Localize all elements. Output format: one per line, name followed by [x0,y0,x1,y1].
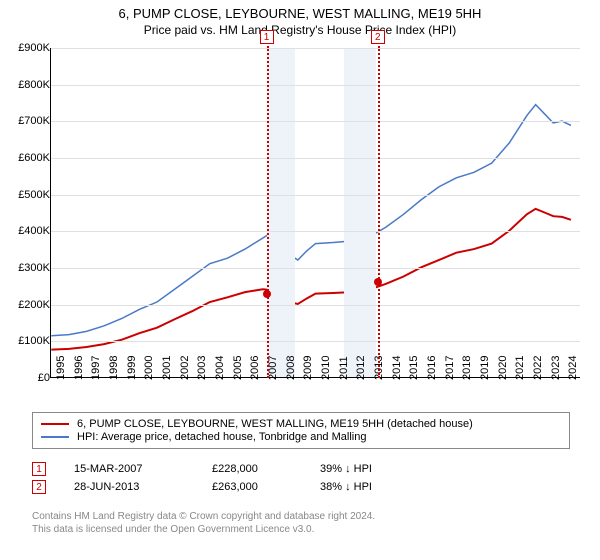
y-axis-label: £900K [0,42,50,54]
transaction-marker: 2 [32,480,46,494]
x-axis-label: 2018 [461,356,473,380]
x-axis-label: 2024 [567,356,579,380]
x-axis-label: 2007 [267,356,279,380]
event-vline [267,46,269,378]
x-axis-label: 2017 [444,356,456,380]
y-axis-label: £0 [0,372,50,384]
transaction-price: £263,000 [212,481,292,493]
x-axis-label: 2019 [479,356,491,380]
x-axis-label: 2016 [426,356,438,380]
legend-label: 6, PUMP CLOSE, LEYBOURNE, WEST MALLING, … [77,418,473,430]
transaction-pct: 39% ↓ HPI [320,463,420,475]
legend-swatch [41,423,69,425]
x-axis-label: 2002 [179,356,191,380]
x-axis-label: 2004 [214,356,226,380]
gridline [51,48,580,49]
y-axis-label: £500K [0,189,50,201]
x-axis-label: 2006 [249,356,261,380]
y-axis-label: £300K [0,262,50,274]
transaction-dot [263,290,271,298]
legend-item: 6, PUMP CLOSE, LEYBOURNE, WEST MALLING, … [41,418,561,430]
event-marker: 1 [260,30,274,44]
gridline [51,341,580,342]
series-line-red [51,209,571,350]
x-axis-label: 2021 [514,356,526,380]
x-axis-label: 2009 [302,356,314,380]
gridline [51,305,580,306]
gridline [51,121,580,122]
transaction-price: £228,000 [212,463,292,475]
x-axis-label: 1997 [90,356,102,380]
transaction-pct: 38% ↓ HPI [320,481,420,493]
x-axis-label: 2005 [232,356,244,380]
x-axis-label: 2023 [550,356,562,380]
x-axis-label: 2010 [320,356,332,380]
title-block: 6, PUMP CLOSE, LEYBOURNE, WEST MALLING, … [0,0,600,39]
event-marker: 2 [371,30,385,44]
x-axis-label: 1999 [126,356,138,380]
x-axis-label: 2008 [285,356,297,380]
y-axis-label: £700K [0,115,50,127]
y-axis-label: £100K [0,335,50,347]
transaction-date: 15-MAR-2007 [74,463,184,475]
page-title: 6, PUMP CLOSE, LEYBOURNE, WEST MALLING, … [0,6,600,21]
y-axis-label: £800K [0,79,50,91]
legend-label: HPI: Average price, detached house, Tonb… [77,431,366,443]
chart-lines [51,48,580,377]
gridline [51,268,580,269]
y-axis-label: £200K [0,299,50,311]
gridline [51,85,580,86]
x-axis-label: 2012 [355,356,367,380]
chart-area: 1995 1996 1997 1998 1999 2000 2001 2002 2003 2004… [50,48,580,378]
x-axis-label: 2001 [161,356,173,380]
legend-item: HPI: Average price, detached house, Tonb… [41,431,561,443]
gridline [51,158,580,159]
x-axis-label: 2011 [338,356,350,380]
transaction-row: 1 15-MAR-2007 £228,000 39% ↓ HPI [32,462,420,476]
x-axis-label: 2003 [196,356,208,380]
page-subtitle: Price paid vs. HM Land Registry's House … [0,23,600,37]
gridline [51,231,580,232]
transaction-date: 28-JUN-2013 [74,481,184,493]
transaction-marker: 1 [32,462,46,476]
footer-line-2: This data is licensed under the Open Gov… [32,523,375,536]
legend-swatch [41,436,69,438]
series-line-blue [51,105,571,336]
shaded-band [267,48,295,377]
x-axis-label: 1996 [73,356,85,380]
legend-box: 6, PUMP CLOSE, LEYBOURNE, WEST MALLING, … [32,412,570,449]
footer-text: Contains HM Land Registry data © Crown c… [32,510,375,536]
x-axis-label: 2014 [391,356,403,380]
x-axis-label: 1995 [55,356,67,380]
x-axis-label: 2015 [408,356,420,380]
x-axis-label: 2020 [497,356,509,380]
event-vline [378,46,380,378]
transactions-table: 1 15-MAR-2007 £228,000 39% ↓ HPI 2 28-JUN-201… [32,458,420,498]
y-axis-label: £600K [0,152,50,164]
footer-line-1: Contains HM Land Registry data © Crown c… [32,510,375,523]
x-axis-label: 1998 [108,356,120,380]
x-axis-label: 2022 [532,356,544,380]
shaded-band [344,48,376,377]
transaction-dot [374,278,382,286]
gridline [51,195,580,196]
y-axis-label: £400K [0,225,50,237]
x-axis-label: 2000 [143,356,155,380]
transaction-row: 2 28-JUN-2013 £263,000 38% ↓ HPI [32,480,420,494]
